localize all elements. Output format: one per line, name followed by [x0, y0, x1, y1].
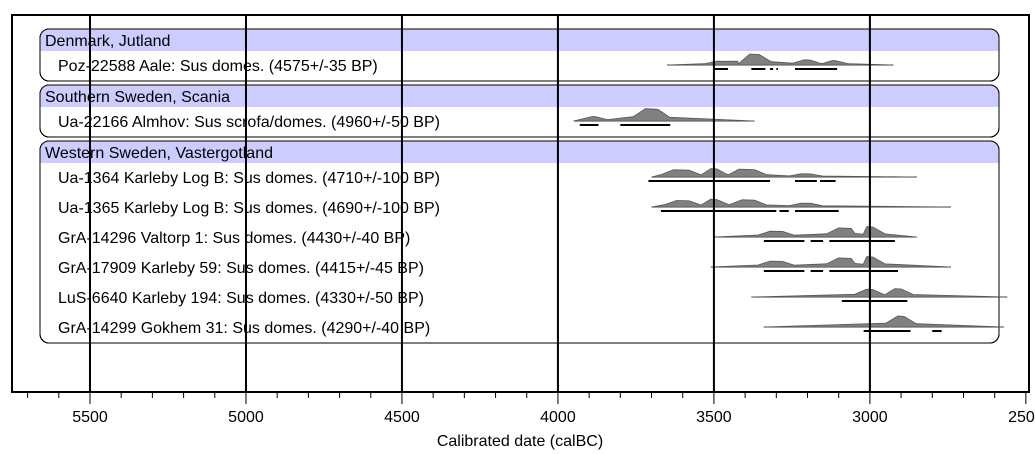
sample-label: Ua-22166 Almhov: Sus scrofa/domes. (4960… — [58, 114, 440, 131]
probability-distribution — [713, 226, 917, 238]
plot-frame — [11, 14, 1030, 393]
probability-distribution — [651, 168, 917, 178]
tick-label: 4000 — [540, 409, 576, 426]
probability-distribution — [763, 315, 1005, 328]
probability-distribution — [573, 108, 755, 122]
sample-label: GrA-14299 Gokhem 31: Sus domes. (4290+/-… — [58, 320, 430, 337]
sample-label: Ua-1365 Karleby Log B: Sus domes. (4690+… — [58, 200, 440, 217]
tick-label: 3500 — [696, 409, 732, 426]
x-axis: 5500 5000 4500 4000 3500 3000 2500 — [27, 392, 1035, 426]
probability-distribution — [651, 198, 952, 208]
group-outline — [39, 84, 1000, 138]
group-title: Southern Sweden, Scania — [45, 89, 230, 106]
group-title: Western Sweden, Vastergotland — [45, 145, 273, 162]
sample-label: LuS-6640 Karleby 194: Sus domes. (4330+/… — [58, 290, 424, 307]
group-outline — [39, 28, 1000, 82]
probability-distribution — [710, 256, 952, 268]
group-title: Denmark, Jutland — [45, 33, 170, 50]
group-header — [40, 29, 999, 51]
sample-label: GrA-14296 Valtorp 1: Sus domes. (4430+/-… — [58, 230, 410, 247]
group-outline — [39, 140, 1000, 344]
sample-label: Ua-1364 Karleby Log B: Sus domes. (4710+… — [58, 170, 440, 187]
samples-layer: Poz-22588 Aale: Sus domes. (4575+/-35 BP… — [58, 53, 1008, 337]
tick-label: 5500 — [72, 409, 108, 426]
vertical-lines — [88, 15, 871, 392]
tick-label: 4500 — [384, 409, 420, 426]
sample-label: GrA-17909 Karleby 59: Sus domes. (4415+/… — [58, 260, 424, 277]
probability-distribution — [751, 288, 1008, 298]
probability-distribution — [667, 53, 894, 66]
tick-label: 5000 — [228, 409, 264, 426]
groups-layer: Denmark, Jutland Southern Sweden, Scania W… — [39, 28, 1000, 344]
sample-label: Poz-22588 Aale: Sus domes. (4575+/-35 BP… — [58, 58, 378, 75]
tick-label: 2500 — [1008, 409, 1035, 426]
tick-label: 3000 — [852, 409, 888, 426]
group-header — [40, 141, 999, 163]
x-axis-title: Calibrated date (calBC) — [437, 433, 603, 450]
group-header — [40, 85, 999, 107]
